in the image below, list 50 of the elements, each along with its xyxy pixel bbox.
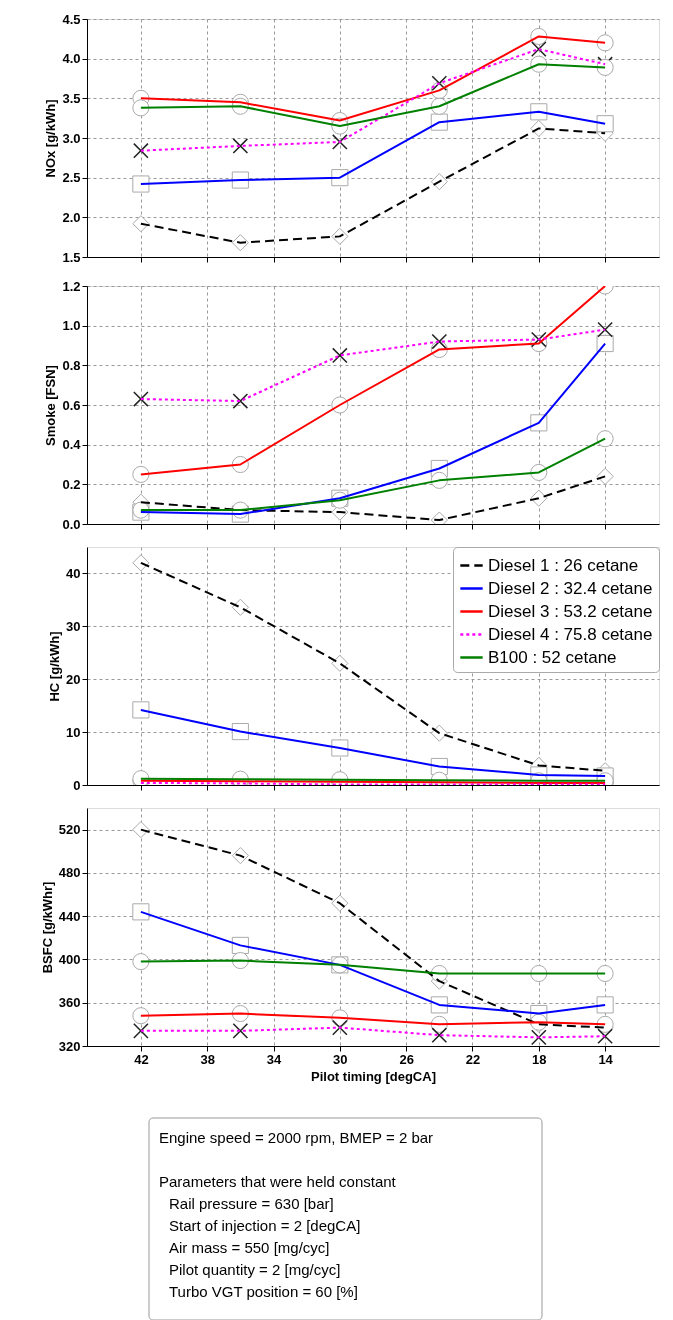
y-tick-label: 2.0 (62, 209, 81, 225)
y-axis-title: BSFC [g/kWhr] (39, 881, 55, 974)
x-tick-label: 42 (134, 1051, 149, 1067)
text: Start of injection = 2 [degCA] (169, 1217, 361, 1234)
y-tick-label: 2.5 (62, 170, 81, 186)
y-tick-label: 480 (58, 865, 81, 881)
x-tick-label: 34 (266, 1051, 283, 1067)
x-axis-title: Pilot timing [degCA] (311, 1068, 436, 1084)
legend-label: Diesel 2 : 32.4 cetane (488, 578, 653, 598)
x-tick-label: 26 (399, 1051, 414, 1067)
y-axis-title: NOx [g/kWh] (43, 99, 59, 178)
y-tick-label: 3.0 (62, 130, 81, 146)
legend-label: Diesel 4 : 75.8 cetane (488, 624, 653, 644)
x-tick-label: 18 (532, 1051, 547, 1067)
y-tick-label: 440 (58, 908, 81, 924)
y-tick-label: 520 (58, 822, 81, 838)
y-tick-label: 320 (58, 1038, 81, 1054)
y-tick-label: 360 (58, 995, 81, 1011)
y-tick-label: 30 (66, 618, 81, 634)
y-tick-label: 10 (66, 724, 81, 740)
y-tick-label: 0.8 (62, 357, 81, 373)
text: Rail pressure = 630 [bar] (169, 1195, 334, 1212)
y-tick-label: 40 (66, 565, 81, 581)
text: Pilot quantity = 2 [mg/cyc] (169, 1261, 341, 1278)
y-tick-label: 1.5 (62, 249, 81, 265)
text: Air mass = 550 [mg/cyc] (169, 1239, 330, 1256)
y-tick-label: 0.6 (62, 397, 81, 413)
text: Parameters that were held constant (159, 1173, 397, 1190)
y-tick-label: 0.0 (62, 516, 81, 532)
y-tick-label: 1.0 (62, 318, 81, 334)
y-tick-label: 3.5 (62, 90, 81, 106)
legend-label: Diesel 3 : 53.2 cetane (488, 601, 653, 621)
legend-label: B100 : 52 cetane (488, 647, 617, 667)
y-axis-title: HC [g/kWh] (47, 631, 63, 702)
y-tick-label: 1.2 (62, 278, 81, 294)
y-axis-title: Smoke [FSN] (43, 365, 59, 446)
y-tick-label: 400 (58, 951, 81, 967)
y-tick-label: 0.4 (62, 437, 82, 453)
x-tick-label: 38 (200, 1051, 215, 1067)
y-tick-label: 4.0 (62, 51, 81, 67)
y-tick-label: 0 (73, 777, 81, 793)
x-tick-label: 14 (598, 1051, 614, 1067)
text: Turbo VGT position = 60 [%] (169, 1283, 358, 1300)
y-tick-label: 0.2 (62, 476, 81, 492)
x-tick-label: 22 (465, 1051, 481, 1067)
legend-label: Diesel 1 : 26 cetane (488, 555, 639, 575)
text: Engine speed = 2000 rpm, BMEP = 2 bar (159, 1129, 434, 1146)
y-tick-label: 20 (66, 671, 81, 687)
x-tick-label: 30 (333, 1051, 348, 1067)
y-tick-label: 4.5 (62, 11, 81, 27)
